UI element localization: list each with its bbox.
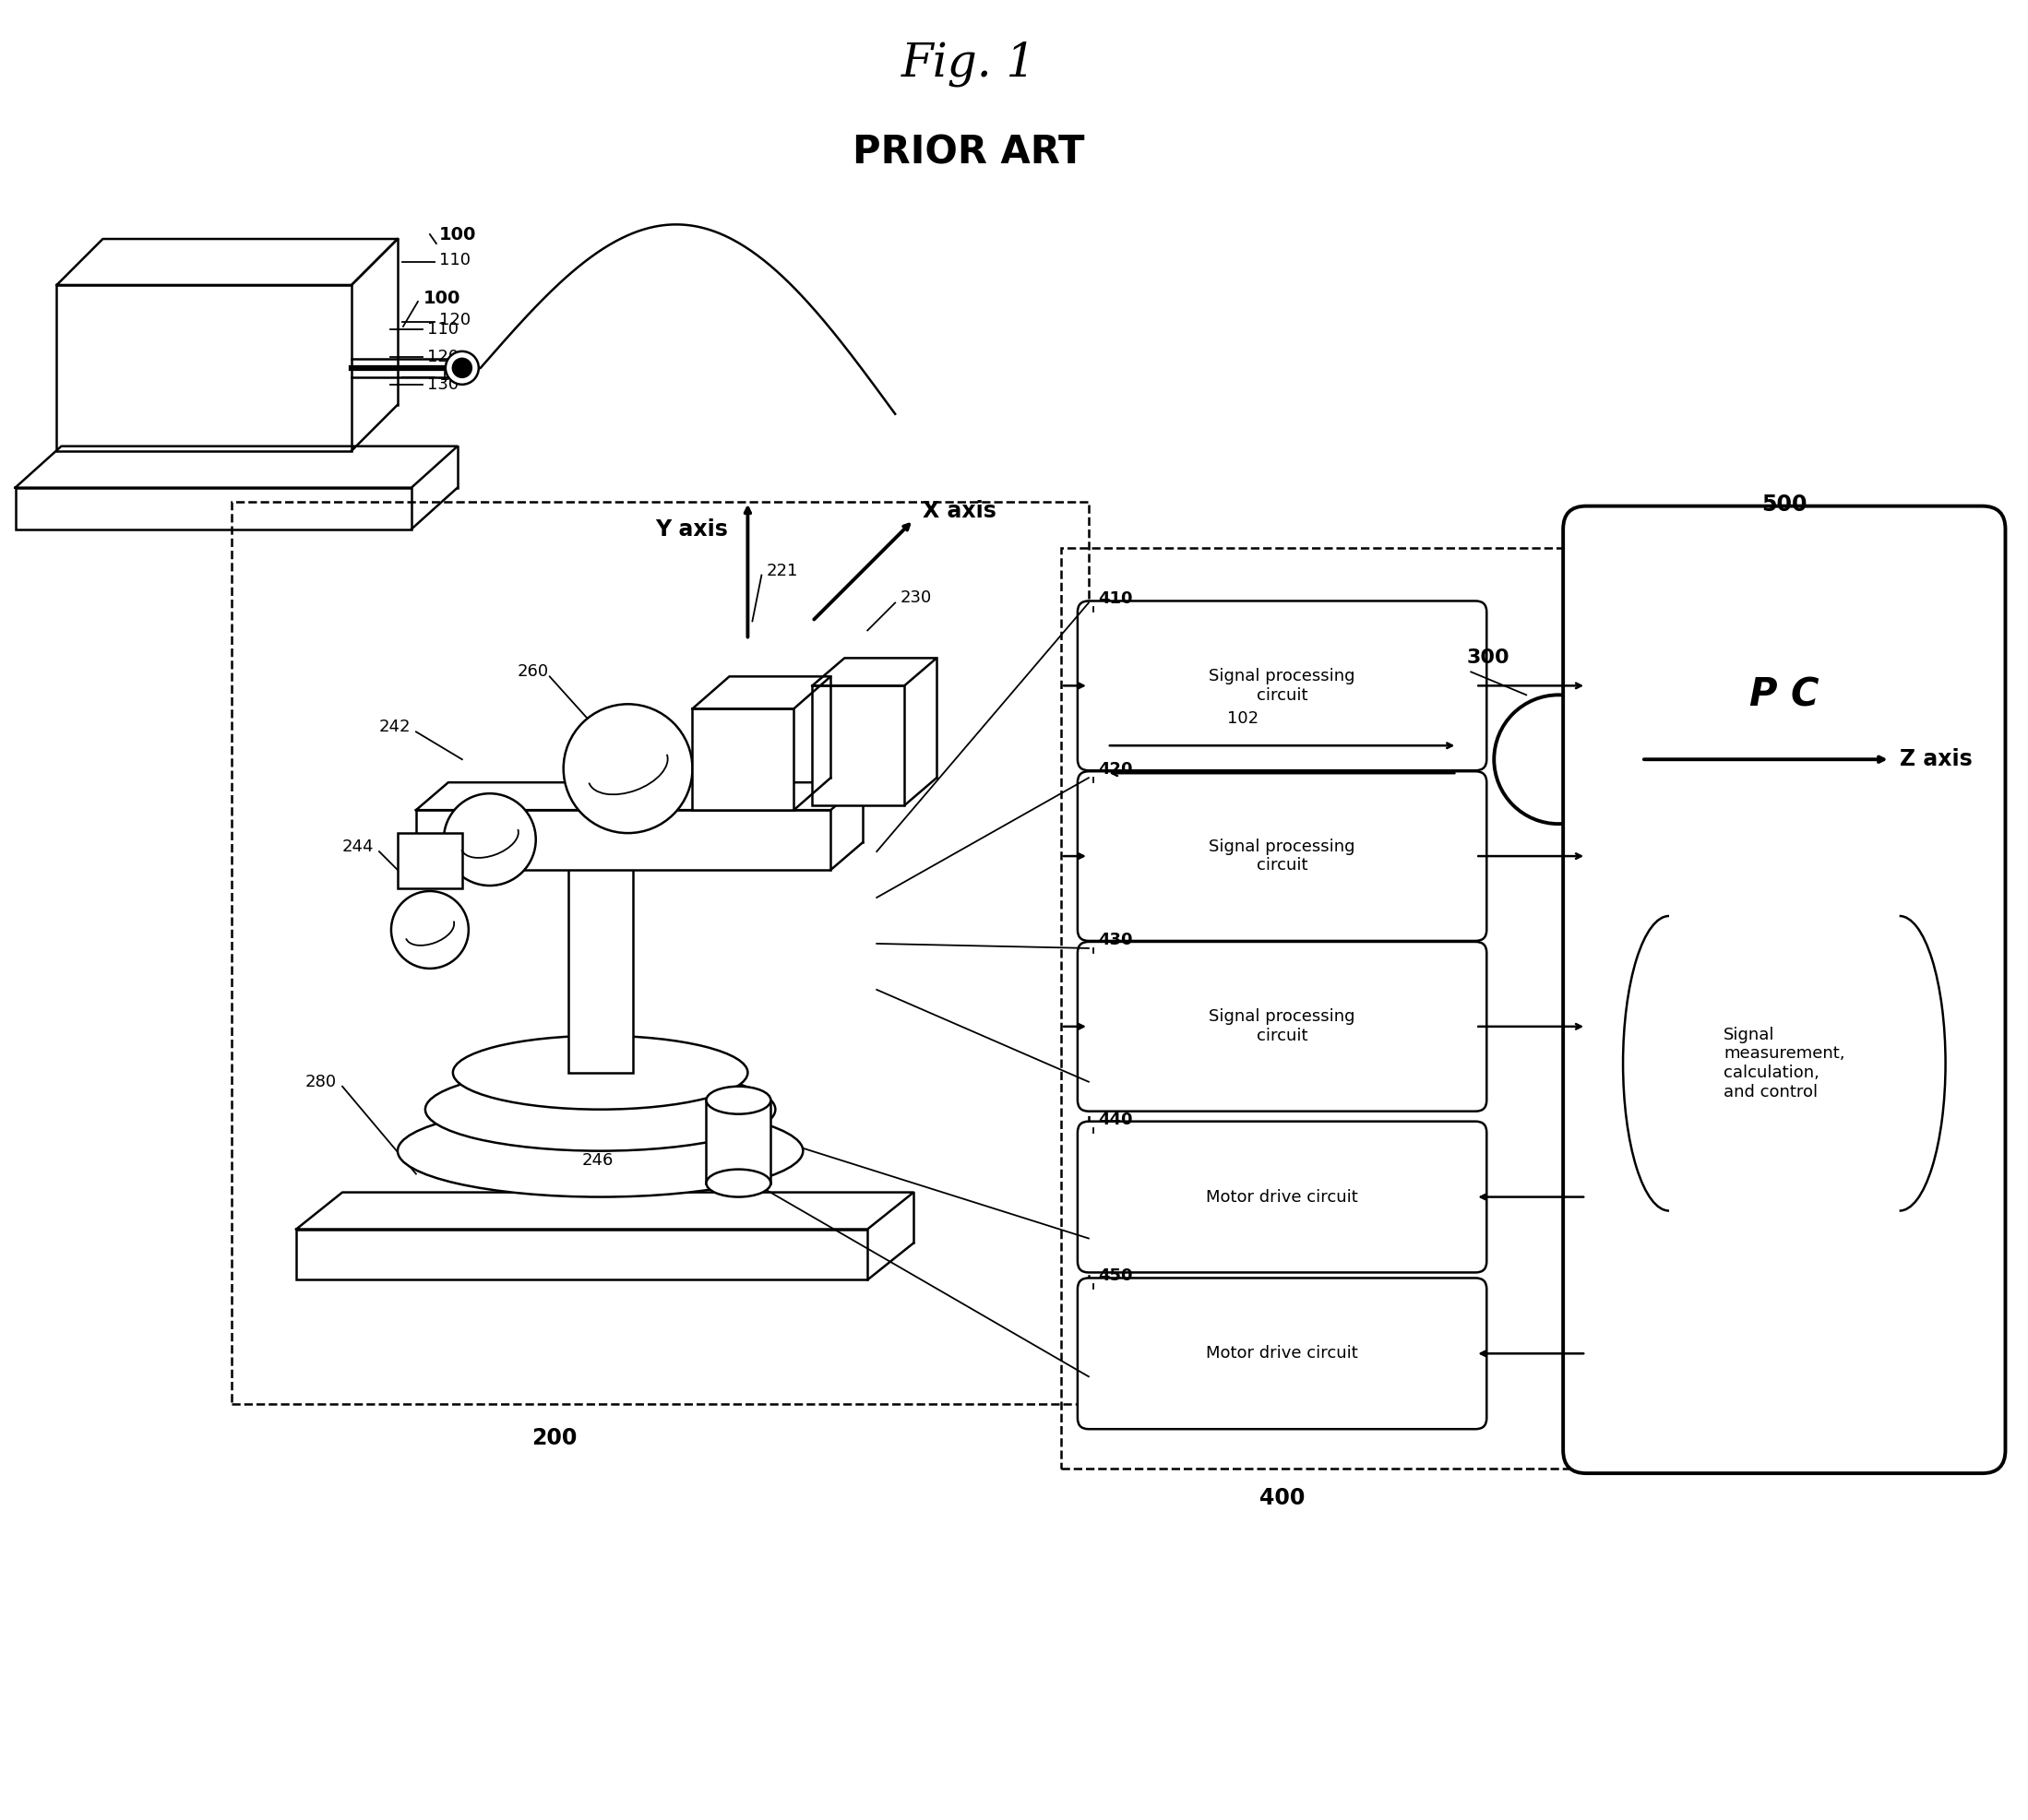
Text: Z axis: Z axis (1900, 748, 1971, 770)
Text: P C: P C (1750, 675, 1819, 713)
Text: 242: 242 (379, 719, 412, 735)
Circle shape (1495, 695, 1622, 824)
Text: 450: 450 (1097, 1269, 1132, 1285)
Text: 430: 430 (1097, 932, 1132, 948)
Ellipse shape (706, 1168, 771, 1198)
Circle shape (564, 704, 692, 834)
Ellipse shape (568, 834, 633, 852)
Text: 120: 120 (428, 349, 458, 366)
Text: 130: 130 (440, 368, 470, 384)
FancyBboxPatch shape (706, 1101, 771, 1183)
Text: Signal processing
circuit: Signal processing circuit (1209, 668, 1355, 704)
FancyBboxPatch shape (1077, 772, 1487, 941)
Text: PRIOR ART: PRIOR ART (854, 133, 1085, 171)
Ellipse shape (452, 1036, 748, 1110)
Text: 410: 410 (1097, 592, 1132, 608)
Text: 110: 110 (440, 251, 470, 268)
Text: Signal
measurement,
calculation,
and control: Signal measurement, calculation, and con… (1724, 1026, 1845, 1101)
FancyBboxPatch shape (16, 488, 412, 530)
Text: 130: 130 (428, 377, 458, 393)
Text: 280: 280 (306, 1074, 337, 1090)
Circle shape (452, 359, 470, 377)
FancyBboxPatch shape (397, 834, 462, 888)
Text: X axis: X axis (923, 501, 996, 522)
Text: Motor drive circuit: Motor drive circuit (1207, 1188, 1359, 1205)
Circle shape (391, 892, 468, 968)
Text: 244: 244 (343, 839, 373, 855)
FancyBboxPatch shape (1564, 506, 2006, 1472)
Text: 500: 500 (1762, 493, 1807, 515)
Circle shape (446, 351, 479, 384)
FancyBboxPatch shape (1077, 601, 1487, 770)
Text: 420: 420 (1097, 761, 1132, 777)
Text: Y axis: Y axis (655, 519, 728, 541)
Text: 110: 110 (428, 320, 458, 337)
FancyBboxPatch shape (1077, 1121, 1487, 1272)
Text: 221: 221 (767, 562, 797, 579)
FancyBboxPatch shape (416, 810, 831, 870)
FancyBboxPatch shape (568, 843, 633, 1072)
FancyBboxPatch shape (813, 686, 904, 806)
Text: Signal processing
circuit: Signal processing circuit (1209, 839, 1355, 874)
Text: 120: 120 (440, 311, 470, 328)
Text: Signal processing
circuit: Signal processing circuit (1209, 1008, 1355, 1045)
Text: 440: 440 (1097, 1112, 1132, 1128)
FancyBboxPatch shape (692, 708, 793, 810)
Text: 200: 200 (531, 1427, 578, 1449)
Bar (231, 502, 1089, 1405)
Text: 246: 246 (582, 1152, 614, 1168)
Ellipse shape (426, 1068, 775, 1150)
Text: 260: 260 (517, 664, 550, 681)
Text: 102: 102 (1227, 710, 1257, 728)
Text: Fig. 1: Fig. 1 (900, 40, 1036, 87)
FancyBboxPatch shape (1077, 1278, 1487, 1429)
Text: 100: 100 (424, 289, 460, 308)
Ellipse shape (397, 1105, 803, 1198)
FancyBboxPatch shape (57, 286, 351, 451)
Text: 230: 230 (900, 590, 931, 606)
FancyBboxPatch shape (296, 1229, 868, 1279)
Ellipse shape (706, 1087, 771, 1114)
Text: 100: 100 (440, 226, 477, 244)
Text: 400: 400 (1259, 1487, 1304, 1509)
Bar (1061, 548, 1568, 1469)
Text: 300: 300 (1466, 648, 1509, 668)
Circle shape (444, 794, 535, 886)
FancyBboxPatch shape (1077, 941, 1487, 1112)
Text: Motor drive circuit: Motor drive circuit (1207, 1345, 1359, 1361)
